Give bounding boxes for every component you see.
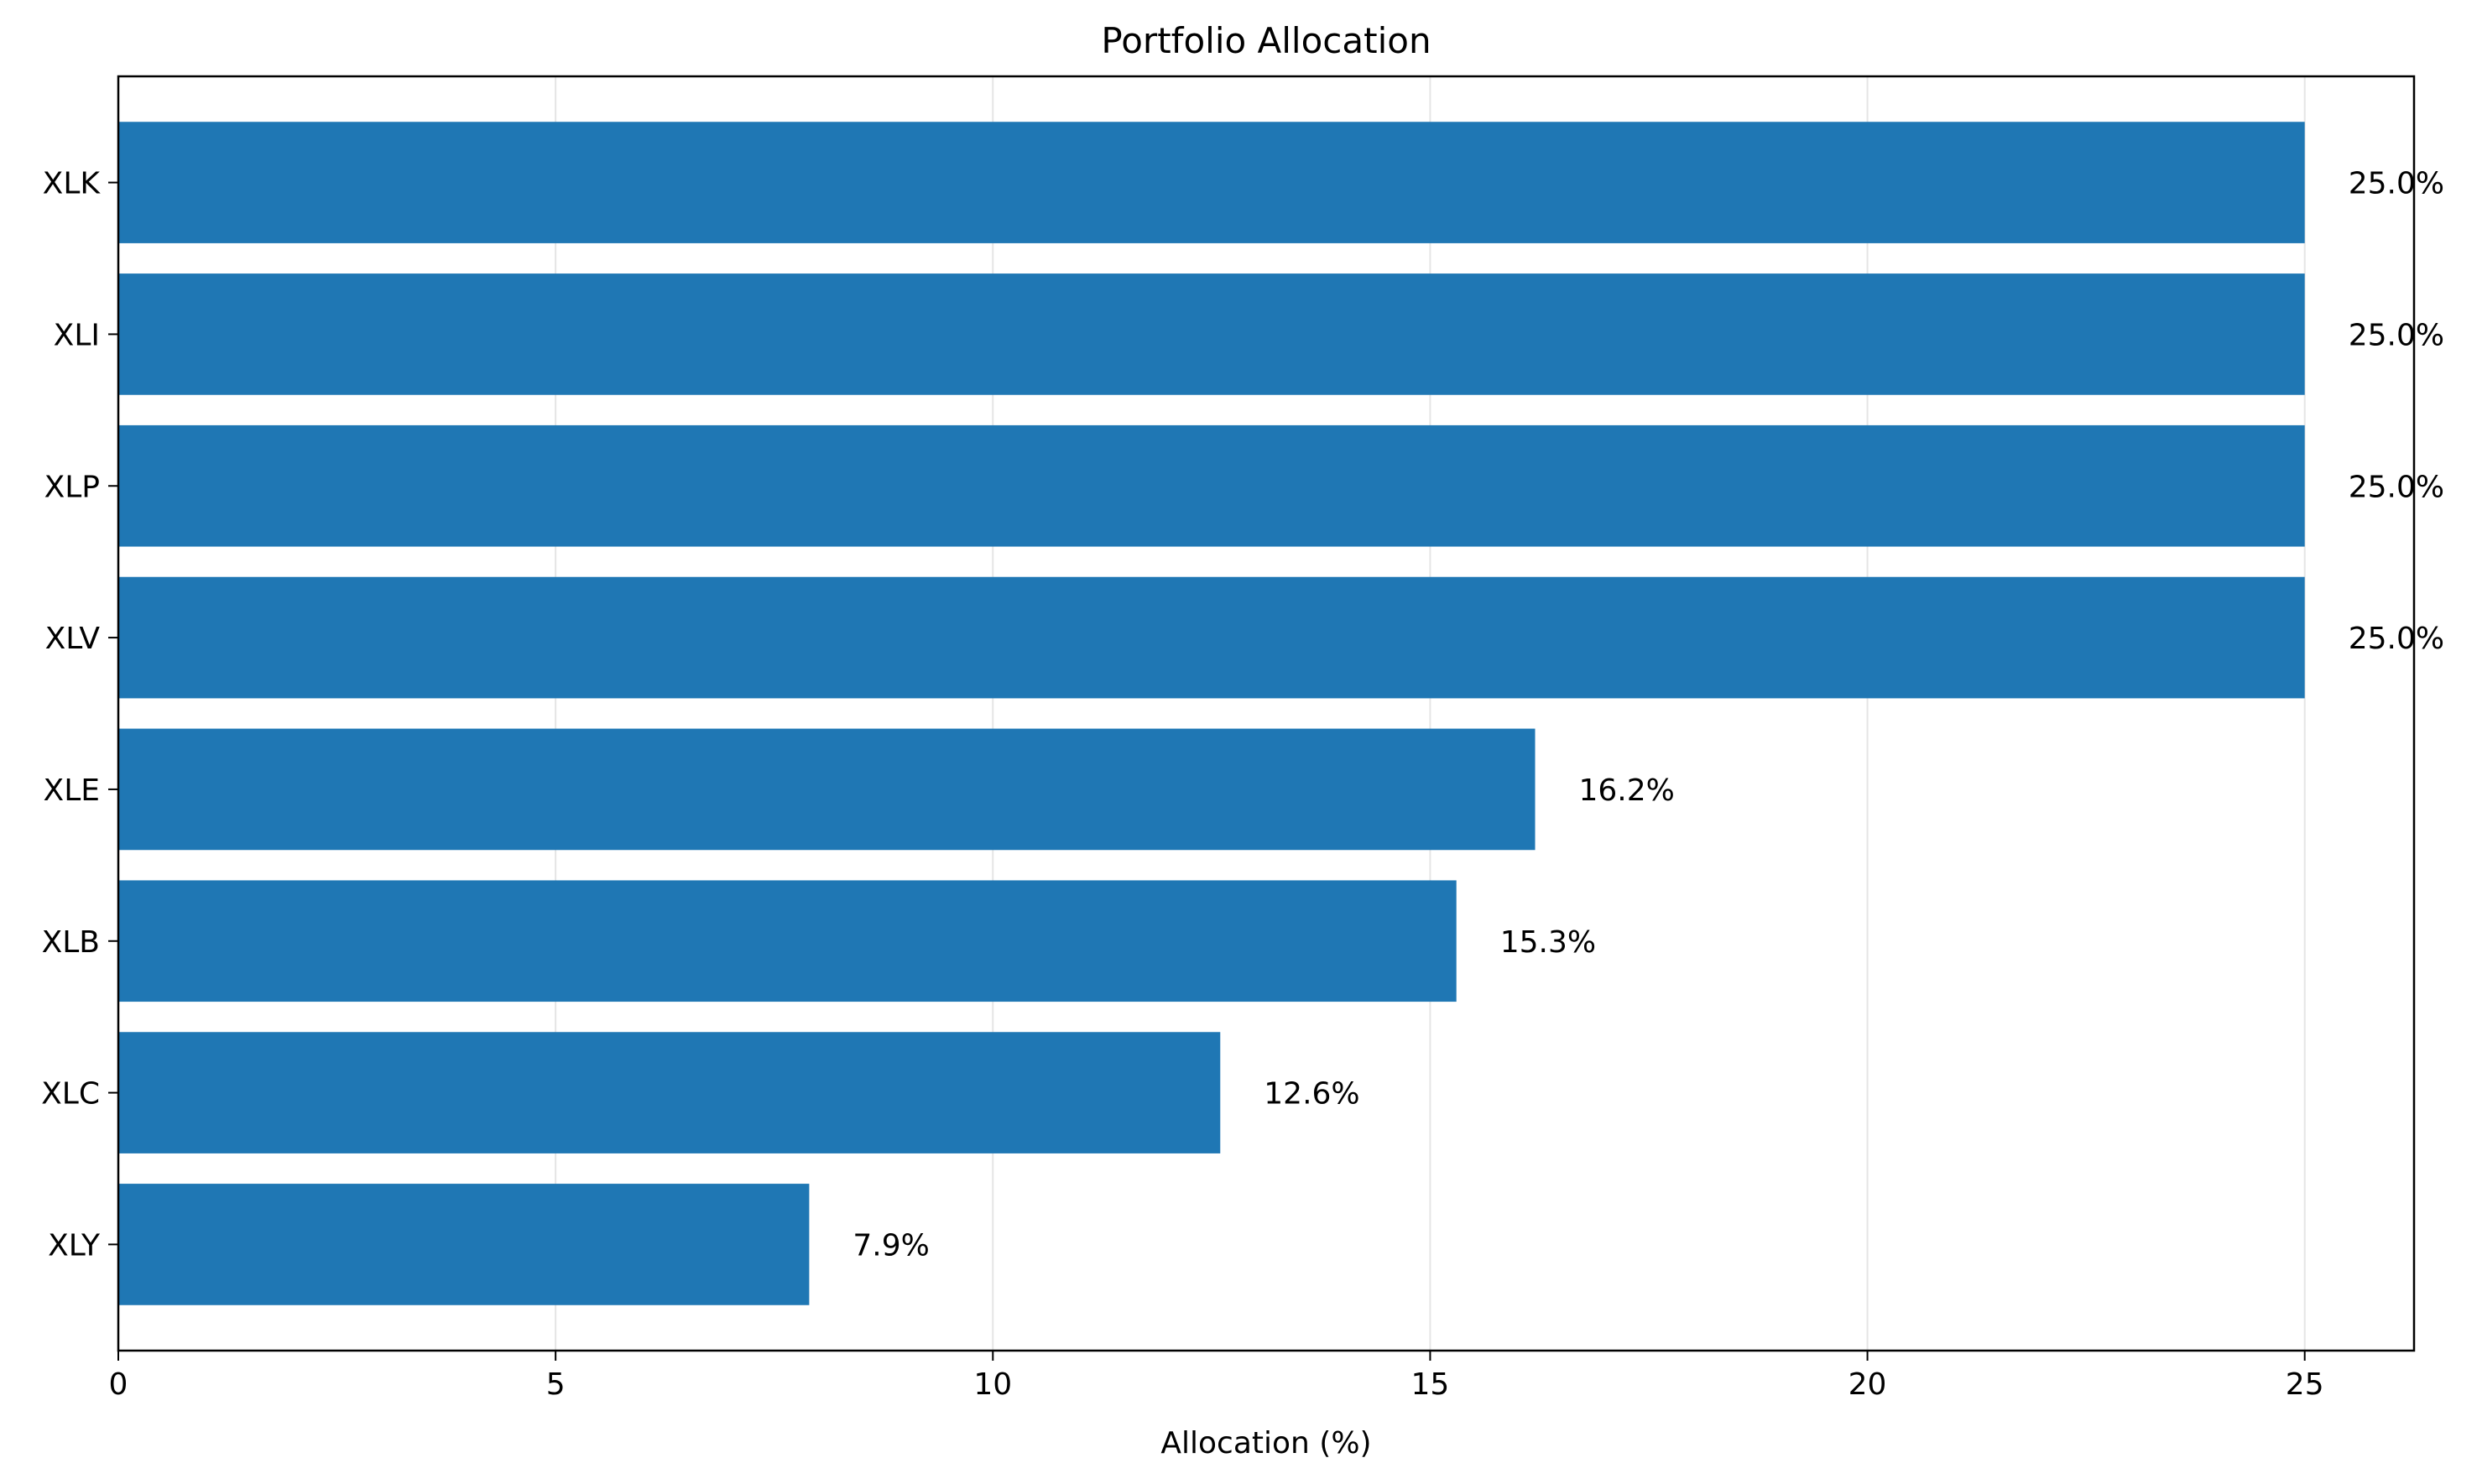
y-tick-label-xle: XLE <box>44 773 100 808</box>
x-tick-label: 15 <box>1411 1367 1450 1402</box>
data-label-xlc: 12.6% <box>1264 1077 1359 1112</box>
chart-title: Portfolio Allocation <box>1101 20 1431 61</box>
y-tick-label-xlb: XLB <box>42 925 100 960</box>
y-tick-label-xli: XLI <box>54 318 100 352</box>
data-label-xlb: 15.3% <box>1500 925 1596 960</box>
data-label-xly: 7.9% <box>853 1228 929 1263</box>
x-tick-label: 0 <box>109 1367 128 1402</box>
bar-xlb <box>118 880 1457 1002</box>
data-label-xle: 16.2% <box>1579 773 1675 808</box>
data-label-xli: 25.0% <box>2349 318 2444 352</box>
bar-xlp <box>118 424 2305 547</box>
data-label-xlp: 25.0% <box>2349 470 2444 504</box>
bar-xli <box>118 273 2305 395</box>
x-tick-label: 10 <box>973 1367 1012 1402</box>
bars <box>118 122 2305 1305</box>
bar-xle <box>118 728 1536 851</box>
x-tick-label: 25 <box>2286 1367 2324 1402</box>
y-tick-label-xlk: XLK <box>43 167 102 201</box>
x-axis-ticks: 0 5 10 15 20 25 <box>109 1351 2324 1402</box>
x-tick-label: 20 <box>1848 1367 1887 1402</box>
bar-xlk <box>118 122 2305 243</box>
y-tick-label-xlv: XLV <box>45 622 101 656</box>
x-axis-label: Allocation (%) <box>1160 1426 1371 1461</box>
y-tick-label-xlp: XLP <box>44 470 100 504</box>
y-tick-label-xlc: XLC <box>41 1077 100 1112</box>
data-label-xlk: 25.0% <box>2349 167 2444 201</box>
data-label-xlv: 25.0% <box>2349 622 2444 656</box>
bar-xly <box>118 1184 810 1305</box>
x-tick-label: 5 <box>546 1367 566 1402</box>
y-tick-label-xly: XLY <box>48 1228 101 1263</box>
y-axis-ticks: XLK XLI XLP XLV XLE XLB XLC XLY <box>41 167 118 1263</box>
plot-frame <box>117 75 2416 1352</box>
bar-xlc <box>118 1032 1221 1153</box>
bar-xlv <box>118 576 2305 699</box>
data-labels: 25.0% 25.0% 25.0% 25.0% 16.2% 15.3% 12.6% 7.9% <box>853 167 2444 1263</box>
